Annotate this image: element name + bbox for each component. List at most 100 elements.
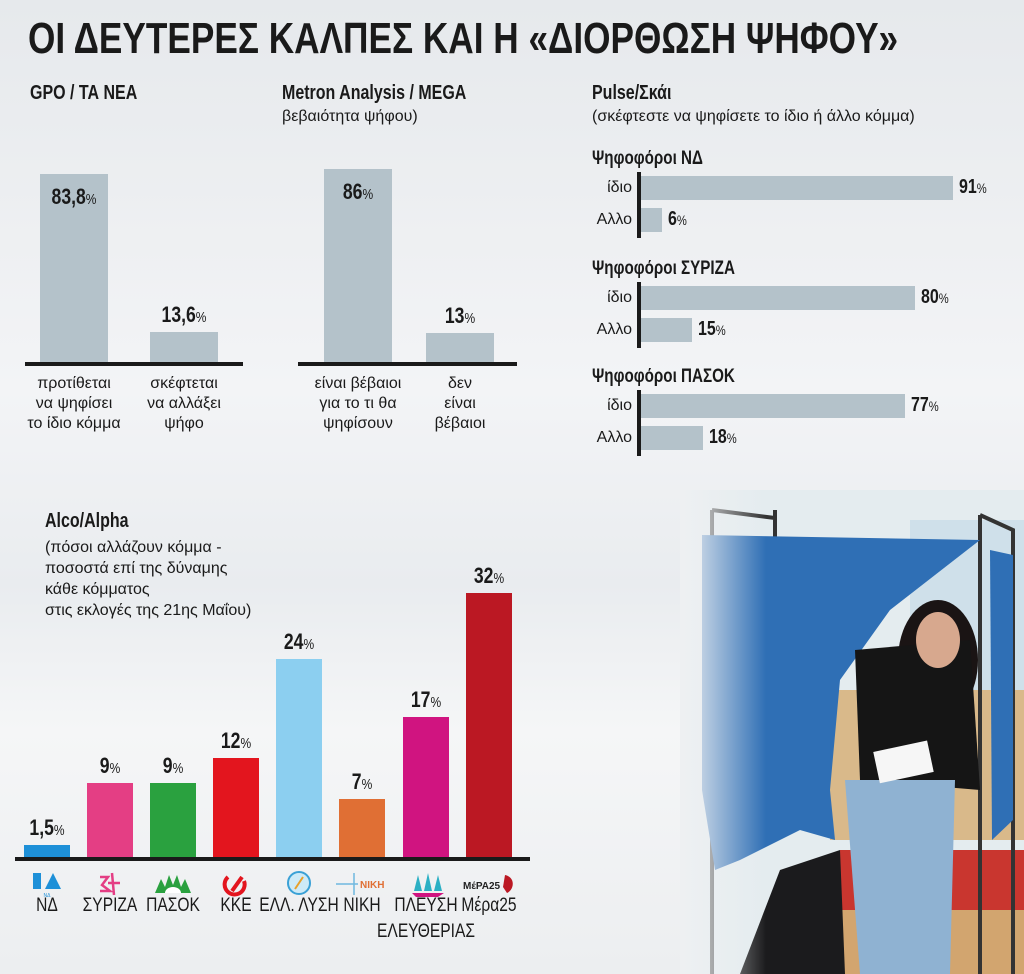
party-label: ΠΑΣΟΚ [124, 893, 222, 919]
category-label-line: δεν [447, 375, 473, 392]
data-label: 6% [668, 208, 687, 231]
data-label-value: 32 [473, 563, 494, 588]
data-label: 12% [196, 728, 276, 754]
party-label-line: ΣΥΡΙΖΑ [82, 895, 138, 916]
data-label-unit: % [493, 570, 505, 587]
data-label: 32% [449, 563, 529, 589]
party-label: ΣΥΡΙΖΑ [61, 893, 159, 919]
party-label: Μέρα25 [440, 893, 538, 919]
bar [24, 844, 70, 857]
data-label: 1,5% [7, 815, 87, 841]
data-label-value: 6 [667, 208, 677, 230]
metron-chart-subtitle: βεβαιότητα ψήφου) [282, 108, 418, 125]
data-label: 77% [911, 394, 939, 417]
data-label-unit: % [172, 759, 184, 777]
bar [641, 176, 954, 200]
party-label-line: ΝΙΚΗ [343, 895, 381, 916]
bar [641, 286, 916, 310]
data-label-value: 80 [921, 286, 940, 308]
data-label-value: 9 [162, 752, 173, 778]
pasok-logo-icon [141, 869, 205, 899]
category-label-line: το ίδιο κόμμα [27, 415, 121, 432]
group-title-text: Ψηφοφόροι ΝΔ [592, 148, 703, 169]
svg-text:ΝΔ: ΝΔ [44, 893, 52, 899]
group-title: Ψηφοφόροι ΣΥΡΙΖΑ [592, 258, 771, 280]
data-label: 13% [420, 303, 500, 329]
category-label: δεν είναι βέβαιοι [390, 374, 530, 434]
category-label-line: είναι βέβαιοι [314, 375, 402, 392]
party-label: ΝΔ [0, 893, 96, 919]
data-label-value: 17 [410, 686, 431, 712]
row-label: ίδιο [607, 289, 632, 306]
data-label-unit: % [726, 430, 737, 446]
category-label-line: βέβαιοι [434, 415, 486, 432]
data-label-unit: % [361, 776, 373, 794]
data-label-unit: % [85, 191, 97, 209]
bar [150, 782, 196, 857]
group-title-text: Ψηφοφόροι ΣΥΡΙΖΑ [592, 258, 735, 279]
data-label: 24% [259, 629, 339, 655]
bar [87, 782, 133, 857]
elliniki-lysi-logo-icon [267, 869, 331, 899]
data-label-value: 18 [708, 426, 727, 448]
row-label: ίδιο [607, 179, 632, 196]
data-label-unit: % [53, 821, 65, 839]
category-label: σκέφτεται να αλλάξει ψήφο [114, 374, 254, 434]
page-title: ΟΙ ΔΕΥΤΕΡΕΣ ΚΑΛΠΕΣ ΚΑΙ Η «ΔΙΟΡΘΩΣΗ ΨΗΦΟΥ… [28, 14, 899, 63]
bar [276, 659, 322, 857]
y-axis-line [637, 282, 641, 348]
data-label-value: 13 [444, 302, 465, 328]
row-label: Αλλο [596, 429, 632, 446]
party-label: ΚΚΕ [187, 893, 285, 919]
data-label-value: 83,8 [51, 184, 86, 210]
data-label-unit: % [240, 735, 252, 752]
row-label: Αλλο [596, 321, 632, 338]
data-label: 83,8% [34, 184, 114, 210]
category-label-line: για το τι θα [319, 395, 397, 412]
data-label: 86% [318, 179, 398, 205]
data-label: 80% [921, 286, 949, 309]
data-label-unit: % [303, 636, 315, 653]
category-label-line: ψήφο [164, 415, 204, 432]
data-label-value: 15 [698, 318, 717, 340]
bar [403, 716, 449, 857]
bar [324, 169, 392, 362]
data-label-unit: % [939, 290, 950, 306]
bar [641, 318, 693, 342]
data-label: 18% [709, 426, 737, 449]
alco-chart-title: Alco/Alpha [45, 510, 129, 532]
data-label: 17% [386, 687, 466, 713]
bar [466, 593, 512, 857]
category-label-line: ψηφίσουν [323, 415, 393, 432]
kke-logo-icon [204, 869, 268, 899]
voting-booth-photo [680, 490, 1024, 974]
bar [641, 426, 703, 450]
data-label-value: 77 [911, 394, 929, 416]
x-axis-line [25, 362, 243, 366]
category-label-line: είναι [444, 395, 476, 412]
nd-logo-icon: ΝΔ [15, 869, 79, 899]
bar [641, 208, 662, 232]
bar [339, 799, 385, 857]
data-label-value: 12 [220, 728, 241, 753]
y-axis-line [637, 390, 641, 456]
svg-text:ΜέΡΑ25: ΜέΡΑ25 [463, 881, 501, 892]
niki-logo-icon: ΝΙΚΗ [330, 869, 394, 899]
party-label: ΕΛΛ. ΛΥΣΗ [250, 893, 348, 919]
metron-chart-title: Metron Analysis / MEGA [282, 82, 467, 104]
category-label-line: να αλλάξει [147, 395, 221, 412]
data-label-value: 24 [283, 629, 304, 654]
group-title: Ψηφοφόροι ΠΑΣΟΚ [592, 366, 771, 388]
svg-text:ΝΙΚΗ: ΝΙΚΗ [360, 880, 384, 891]
data-label-unit: % [976, 180, 987, 196]
data-label: 91% [959, 176, 987, 199]
bar [213, 758, 259, 857]
data-label-unit: % [362, 186, 374, 204]
data-label-unit: % [195, 308, 207, 326]
data-label-value: 86 [342, 179, 363, 205]
row-label: ίδιο [607, 397, 632, 414]
category-label-line: να ψηφίσει [35, 395, 113, 412]
category-label: προτίθεται να ψηφίσει το ίδιο κόμμα [4, 374, 144, 434]
party-label-line: Μέρα25 [461, 895, 517, 916]
bar [641, 394, 906, 418]
